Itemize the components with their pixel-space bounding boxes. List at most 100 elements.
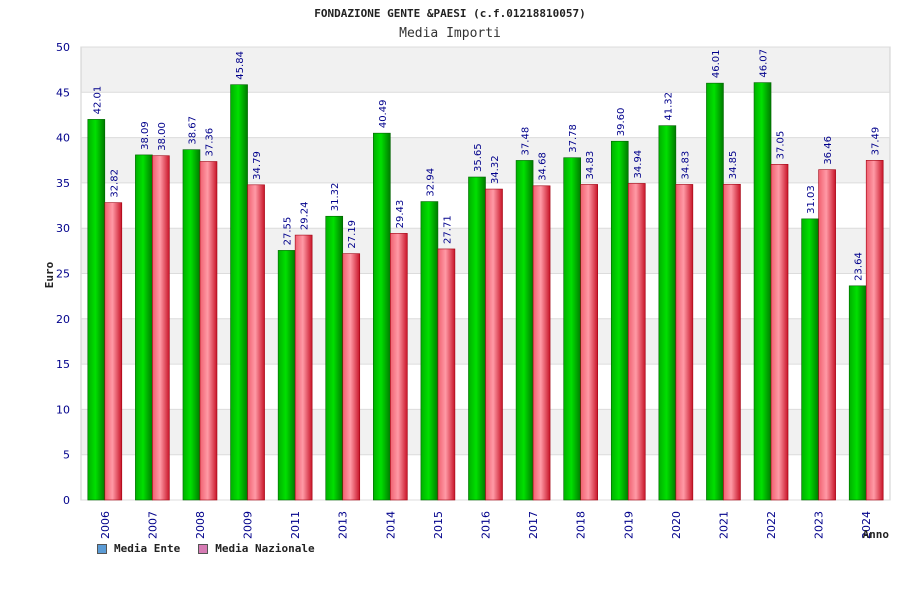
bar-media-ente-2016 <box>468 176 486 501</box>
data-label: 37.49 <box>871 127 882 156</box>
y-tick-label: 35 <box>56 177 70 190</box>
legend-label-ente: Media Ente <box>114 542 181 555</box>
bar-media-nazionale-2008 <box>199 161 218 501</box>
data-label: 34.83 <box>585 151 596 180</box>
data-label: 31.32 <box>330 183 341 212</box>
y-tick-label: 50 <box>56 41 70 54</box>
bar-media-nazionale-2007 <box>152 155 170 501</box>
x-tick-label: 2013 <box>337 511 350 539</box>
y-tick-label: 15 <box>56 358 70 371</box>
bar-media-ente-2006 <box>87 119 106 501</box>
bar-media-nazionale-2017 <box>532 185 551 501</box>
x-tick-label: 2006 <box>99 511 112 539</box>
y-tick-label: 30 <box>56 222 70 235</box>
bar-media-ente-2008 <box>182 149 201 501</box>
data-labels: 42.01 32.82 38.09 38.00 38.67 37.36 45.84 34.79… <box>92 49 881 281</box>
chart-subtitle: Media Importi <box>399 26 501 41</box>
data-label: 34.94 <box>633 150 644 179</box>
y-axis-label: Euro <box>43 261 56 288</box>
data-label: 41.32 <box>663 92 674 121</box>
bar-media-nazionale-2015 <box>437 248 456 501</box>
y-tick-label: 5 <box>63 449 70 462</box>
data-label: 38.67 <box>187 116 198 145</box>
bar-media-ente-2007 <box>135 154 153 501</box>
bar-media-ente-2014 <box>373 132 391 501</box>
bar-media-nazionale-2022 <box>770 164 789 501</box>
data-label: 35.65 <box>473 143 484 172</box>
data-label: 45.84 <box>235 51 246 80</box>
x-tick-label: 2017 <box>527 511 540 539</box>
y-tick-label: 0 <box>63 494 70 507</box>
x-tick-label: 2024 <box>860 511 873 539</box>
x-tick-label: 2020 <box>670 511 683 539</box>
bars <box>87 82 884 501</box>
bar-media-nazionale-2009 <box>247 184 265 501</box>
x-tick-label: 2023 <box>813 511 826 539</box>
data-label: 37.78 <box>568 124 579 153</box>
legend-swatch-nazionale <box>198 543 209 554</box>
x-axis-label: Anno <box>863 528 890 541</box>
bar-media-ente-2017 <box>515 160 534 501</box>
data-label: 32.94 <box>425 168 436 197</box>
y-tick-label: 20 <box>56 313 70 326</box>
legend-swatch-ente <box>97 543 107 554</box>
data-label: 31.03 <box>806 185 817 214</box>
data-label: 37.05 <box>776 131 787 160</box>
data-label: 29.43 <box>395 200 406 229</box>
bar-media-ente-2023 <box>801 218 819 501</box>
data-label: 23.64 <box>854 252 865 281</box>
x-tick-label: 2007 <box>146 511 159 539</box>
data-label: 37.48 <box>521 127 532 156</box>
data-label: 27.55 <box>283 217 294 246</box>
y-tick-label: 40 <box>56 132 70 145</box>
chart-title: FONDAZIONE GENTE &PAESI (c.f.01218810057… <box>314 7 586 20</box>
bar-media-ente-2013 <box>325 215 344 501</box>
bar-media-ente-2015 <box>420 201 439 501</box>
data-label: 32.82 <box>109 169 120 198</box>
data-label: 34.79 <box>252 151 263 180</box>
data-label: 34.83 <box>680 151 691 180</box>
x-tick-label: 2022 <box>765 511 778 539</box>
bar-media-ente-2018 <box>563 157 581 501</box>
bar-media-ente-2011 <box>277 250 296 501</box>
data-label: 27.71 <box>442 215 453 244</box>
bar-media-ente-2021 <box>706 82 724 501</box>
data-label: 38.09 <box>140 121 151 150</box>
x-tick-label: 2014 <box>384 511 397 539</box>
x-tick-label: 2016 <box>480 511 493 539</box>
bar-media-nazionale-2024 <box>865 160 884 501</box>
data-label: 46.01 <box>711 50 722 79</box>
bar-media-nazionale-2013 <box>342 253 361 501</box>
data-label: 29.24 <box>300 201 311 230</box>
bar-media-nazionale-2016 <box>485 188 503 501</box>
data-label: 39.60 <box>616 108 627 137</box>
legend-item-ente: Media Ente <box>97 542 180 555</box>
bar-media-ente-2009 <box>230 84 248 501</box>
bar-media-nazionale-2014 <box>390 233 408 501</box>
y-tick-label: 10 <box>56 403 70 416</box>
data-label: 34.85 <box>728 151 739 180</box>
x-tick-label: 2018 <box>575 511 588 539</box>
x-tick-label: 2011 <box>289 511 302 539</box>
x-tick-label: 2015 <box>432 511 445 539</box>
bar-media-nazionale-2020 <box>675 184 694 501</box>
legend: Media Ente Media Nazionale <box>97 542 315 555</box>
bar-media-ente-2019 <box>610 140 629 501</box>
y-ticks: 0 5 10 15 20 25 30 35 40 45 50 <box>56 41 70 507</box>
data-label: 36.46 <box>823 136 834 165</box>
bar-media-ente-2020 <box>658 125 677 501</box>
legend-label-nazionale: Media Nazionale <box>215 542 315 555</box>
bar-media-nazionale-2018 <box>580 184 598 501</box>
bar-media-nazionale-2021 <box>723 183 741 501</box>
bar-media-nazionale-2006 <box>104 202 123 501</box>
x-ticks: 2006 2007 2008 2009 2011 2013 2014 2015 2016 2017… <box>99 511 873 539</box>
bar-media-nazionale-2011 <box>294 234 313 501</box>
data-label: 37.36 <box>204 128 215 157</box>
data-label: 42.01 <box>92 86 103 115</box>
data-label: 40.49 <box>378 100 389 129</box>
bar-media-ente-2024 <box>848 285 867 501</box>
bar-media-nazionale-2023 <box>818 169 836 501</box>
data-label: 34.32 <box>490 155 501 184</box>
x-tick-label: 2019 <box>622 511 635 539</box>
